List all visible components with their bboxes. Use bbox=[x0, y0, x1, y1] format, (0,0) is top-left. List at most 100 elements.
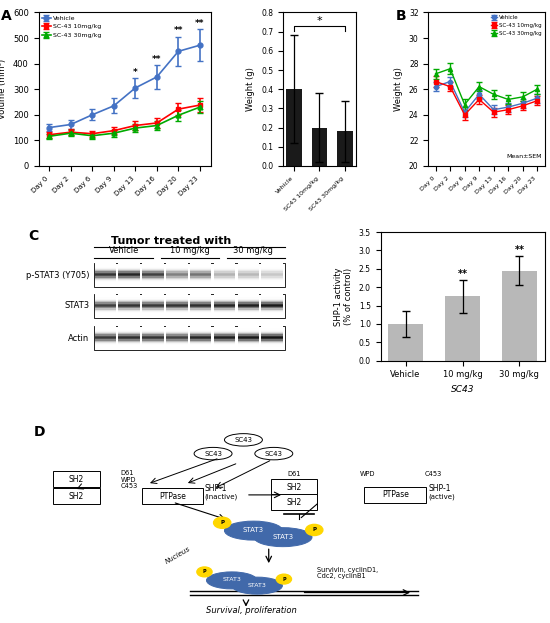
FancyBboxPatch shape bbox=[238, 313, 259, 315]
FancyBboxPatch shape bbox=[142, 307, 164, 308]
Text: P: P bbox=[202, 569, 206, 574]
FancyBboxPatch shape bbox=[166, 313, 188, 315]
FancyBboxPatch shape bbox=[118, 343, 140, 345]
FancyBboxPatch shape bbox=[95, 336, 116, 337]
Text: D61: D61 bbox=[287, 471, 301, 477]
FancyBboxPatch shape bbox=[190, 343, 211, 345]
FancyBboxPatch shape bbox=[238, 330, 259, 331]
FancyBboxPatch shape bbox=[166, 281, 188, 282]
FancyBboxPatch shape bbox=[118, 278, 140, 280]
FancyBboxPatch shape bbox=[214, 340, 235, 341]
FancyBboxPatch shape bbox=[238, 281, 259, 282]
FancyBboxPatch shape bbox=[142, 340, 164, 341]
FancyBboxPatch shape bbox=[95, 346, 116, 347]
FancyBboxPatch shape bbox=[238, 326, 259, 327]
FancyBboxPatch shape bbox=[190, 308, 211, 310]
FancyBboxPatch shape bbox=[238, 331, 259, 332]
FancyBboxPatch shape bbox=[95, 298, 116, 300]
FancyBboxPatch shape bbox=[238, 263, 259, 264]
FancyBboxPatch shape bbox=[261, 278, 283, 280]
FancyBboxPatch shape bbox=[166, 348, 188, 349]
FancyBboxPatch shape bbox=[142, 278, 164, 280]
FancyBboxPatch shape bbox=[118, 270, 140, 272]
FancyBboxPatch shape bbox=[166, 346, 188, 347]
FancyBboxPatch shape bbox=[118, 306, 140, 307]
FancyBboxPatch shape bbox=[166, 336, 188, 337]
Text: (inactive): (inactive) bbox=[205, 493, 238, 500]
FancyBboxPatch shape bbox=[261, 310, 283, 311]
FancyBboxPatch shape bbox=[190, 296, 211, 297]
FancyBboxPatch shape bbox=[118, 315, 140, 316]
FancyBboxPatch shape bbox=[261, 342, 283, 343]
Text: P: P bbox=[282, 577, 285, 582]
FancyBboxPatch shape bbox=[142, 313, 164, 315]
FancyBboxPatch shape bbox=[238, 270, 259, 272]
FancyBboxPatch shape bbox=[190, 280, 211, 281]
FancyBboxPatch shape bbox=[95, 263, 285, 287]
FancyBboxPatch shape bbox=[190, 294, 211, 295]
FancyBboxPatch shape bbox=[238, 332, 259, 333]
FancyBboxPatch shape bbox=[166, 308, 188, 310]
FancyBboxPatch shape bbox=[95, 294, 285, 318]
FancyBboxPatch shape bbox=[214, 313, 235, 315]
FancyBboxPatch shape bbox=[118, 330, 140, 331]
FancyBboxPatch shape bbox=[214, 272, 235, 273]
FancyBboxPatch shape bbox=[142, 273, 164, 274]
FancyBboxPatch shape bbox=[118, 337, 140, 338]
FancyBboxPatch shape bbox=[142, 300, 164, 301]
FancyBboxPatch shape bbox=[166, 278, 188, 280]
FancyBboxPatch shape bbox=[95, 327, 116, 328]
FancyBboxPatch shape bbox=[166, 303, 188, 305]
FancyBboxPatch shape bbox=[190, 274, 211, 275]
Text: SC43: SC43 bbox=[204, 450, 222, 457]
FancyBboxPatch shape bbox=[142, 331, 164, 332]
FancyBboxPatch shape bbox=[118, 280, 140, 281]
FancyBboxPatch shape bbox=[166, 283, 188, 285]
Text: 30 mg/kg: 30 mg/kg bbox=[233, 245, 273, 255]
FancyBboxPatch shape bbox=[95, 330, 116, 331]
FancyBboxPatch shape bbox=[261, 326, 283, 327]
FancyBboxPatch shape bbox=[238, 317, 259, 318]
FancyBboxPatch shape bbox=[261, 296, 283, 297]
FancyBboxPatch shape bbox=[95, 264, 116, 265]
Text: PTPase: PTPase bbox=[382, 490, 409, 500]
FancyBboxPatch shape bbox=[142, 326, 164, 327]
FancyBboxPatch shape bbox=[214, 326, 235, 327]
FancyBboxPatch shape bbox=[166, 269, 188, 270]
FancyBboxPatch shape bbox=[166, 341, 188, 342]
FancyBboxPatch shape bbox=[142, 328, 164, 330]
FancyBboxPatch shape bbox=[166, 347, 188, 348]
FancyBboxPatch shape bbox=[238, 336, 259, 337]
FancyBboxPatch shape bbox=[214, 295, 235, 296]
FancyBboxPatch shape bbox=[166, 277, 188, 278]
Y-axis label: Volume (mm³): Volume (mm³) bbox=[0, 59, 7, 119]
FancyBboxPatch shape bbox=[95, 297, 116, 298]
FancyBboxPatch shape bbox=[238, 294, 259, 295]
FancyBboxPatch shape bbox=[190, 286, 211, 287]
FancyBboxPatch shape bbox=[166, 343, 188, 345]
FancyBboxPatch shape bbox=[118, 300, 140, 301]
FancyBboxPatch shape bbox=[95, 335, 116, 336]
FancyBboxPatch shape bbox=[118, 331, 140, 332]
FancyBboxPatch shape bbox=[190, 333, 211, 335]
Text: C: C bbox=[29, 229, 38, 244]
FancyBboxPatch shape bbox=[190, 345, 211, 346]
FancyBboxPatch shape bbox=[166, 340, 188, 341]
FancyBboxPatch shape bbox=[95, 285, 116, 286]
FancyBboxPatch shape bbox=[166, 317, 188, 318]
FancyBboxPatch shape bbox=[261, 337, 283, 338]
Text: D61: D61 bbox=[120, 470, 134, 476]
FancyBboxPatch shape bbox=[261, 282, 283, 283]
FancyBboxPatch shape bbox=[95, 341, 116, 342]
FancyBboxPatch shape bbox=[166, 300, 188, 301]
FancyBboxPatch shape bbox=[214, 332, 235, 333]
FancyBboxPatch shape bbox=[142, 277, 164, 278]
FancyBboxPatch shape bbox=[261, 283, 283, 285]
FancyBboxPatch shape bbox=[190, 305, 211, 306]
FancyBboxPatch shape bbox=[118, 301, 140, 302]
FancyBboxPatch shape bbox=[166, 327, 188, 328]
FancyBboxPatch shape bbox=[261, 332, 283, 333]
FancyBboxPatch shape bbox=[118, 336, 140, 337]
FancyBboxPatch shape bbox=[190, 285, 211, 286]
FancyBboxPatch shape bbox=[95, 333, 116, 335]
